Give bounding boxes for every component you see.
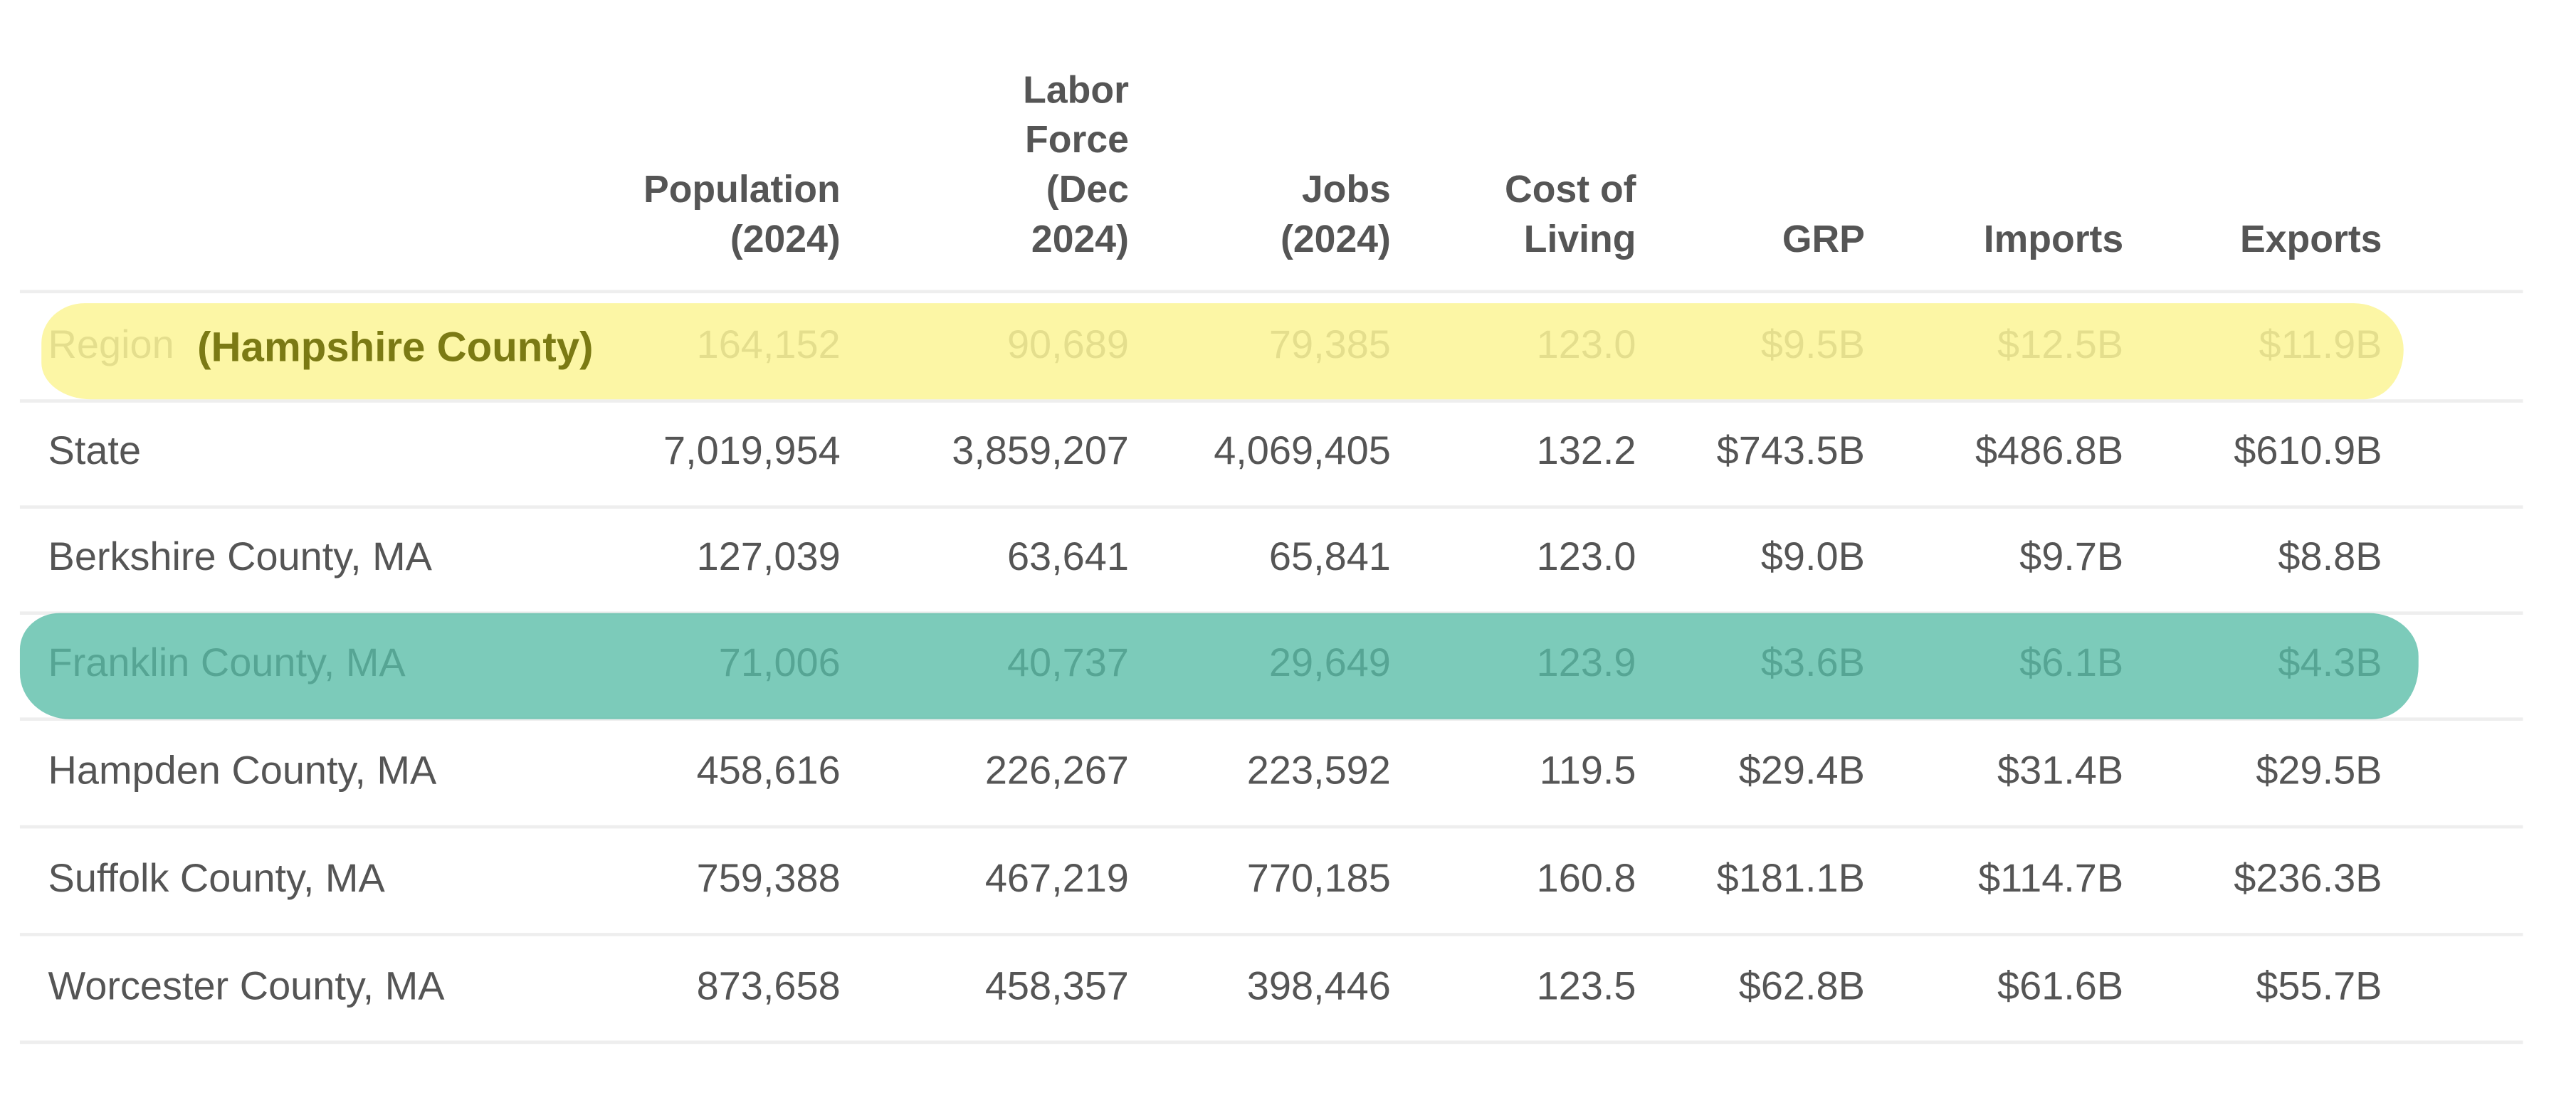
header-population[interactable]: Population (2024)	[643, 167, 841, 260]
cell-population: 164,152	[696, 323, 841, 368]
cell-jobs: 65,841	[1268, 535, 1391, 581]
cell-exports: $29.5B	[2256, 749, 2382, 794]
table-header-row: Population (2024) Labor Force (Dec 2024)…	[19, 33, 2523, 294]
cell-labor-force: 467,219	[984, 856, 1129, 902]
cell-cost-of-living: 123.0	[1536, 323, 1636, 368]
row-label: Franklin County, MA	[48, 641, 406, 687]
cell-population: 71,006	[718, 641, 841, 687]
cell-grp: $62.8B	[1738, 964, 1865, 1010]
cell-exports: $55.7B	[2256, 964, 2382, 1010]
row-label: Region	[48, 323, 174, 368]
cell-jobs: 398,446	[1246, 964, 1391, 1010]
cell-exports: $236.3B	[2234, 856, 2382, 902]
header-cost-of-living[interactable]: Cost of Living	[1505, 167, 1636, 260]
cell-population: 7,019,954	[663, 429, 841, 475]
cell-imports: $6.1B	[2019, 641, 2124, 687]
cell-population: 873,658	[696, 964, 841, 1010]
cell-grp: $3.6B	[1760, 641, 1865, 687]
cell-labor-force: 226,267	[984, 749, 1129, 794]
cell-imports: $31.4B	[1997, 749, 2124, 794]
cell-jobs: 29,649	[1268, 641, 1391, 687]
cell-cost-of-living: 123.5	[1536, 964, 1636, 1010]
cell-jobs: 223,592	[1246, 749, 1391, 794]
cell-exports: $4.3B	[2278, 641, 2382, 687]
cell-population: 458,616	[696, 749, 841, 794]
cell-jobs: 79,385	[1268, 323, 1391, 368]
row-label: Hampden County, MA	[48, 749, 437, 794]
cell-exports: $11.9B	[2259, 323, 2382, 368]
cell-jobs: 770,185	[1246, 856, 1391, 902]
cell-cost-of-living: 132.2	[1536, 429, 1636, 475]
cell-cost-of-living: 123.9	[1536, 641, 1636, 687]
header-jobs[interactable]: Jobs (2024)	[1281, 167, 1391, 260]
cell-imports: $114.7B	[1978, 856, 2124, 902]
header-grp[interactable]: GRP	[1782, 217, 1865, 260]
cell-grp: $181.1B	[1716, 856, 1865, 902]
header-imports[interactable]: Imports	[1983, 217, 2124, 260]
row-label: Suffolk County, MA	[48, 856, 385, 902]
cell-labor-force: 40,737	[1006, 641, 1129, 687]
table-row: Franklin County, MA 71,006 40,737 29,649…	[19, 611, 2523, 721]
cell-labor-force: 90,689	[1006, 323, 1129, 368]
cell-exports: $610.9B	[2234, 429, 2382, 475]
cell-grp: $743.5B	[1716, 429, 1865, 475]
row-label: Worcester County, MA	[48, 964, 445, 1010]
header-labor-force[interactable]: Labor Force (Dec 2024)	[1023, 68, 1129, 260]
cell-exports: $8.8B	[2278, 535, 2382, 581]
cell-imports: $12.5B	[1997, 323, 2124, 368]
cell-labor-force: 458,357	[984, 964, 1129, 1010]
region-annotation: (Hampshire County)	[197, 324, 594, 371]
cell-labor-force: 3,859,207	[952, 429, 1129, 475]
header-exports[interactable]: Exports	[2240, 217, 2382, 260]
cell-imports: $486.8B	[1975, 429, 2124, 475]
table-row: Worcester County, MA 873,658 458,357 398…	[19, 934, 2523, 1045]
row-label: State	[48, 429, 142, 475]
cell-population: 759,388	[696, 856, 841, 902]
cell-population: 127,039	[696, 535, 841, 581]
cell-cost-of-living: 123.0	[1536, 535, 1636, 581]
table-row: State 7,019,954 3,859,207 4,069,405 132.…	[19, 399, 2523, 509]
table-row: Hampden County, MA 458,616 226,267 223,5…	[19, 719, 2523, 829]
cell-grp: $9.0B	[1760, 535, 1865, 581]
cell-cost-of-living: 119.5	[1539, 749, 1636, 794]
table-row: Berkshire County, MA 127,039 63,641 65,8…	[19, 505, 2523, 615]
row-label: Berkshire County, MA	[48, 535, 432, 581]
table-row: Suffolk County, MA 759,388 467,219 770,1…	[19, 827, 2523, 936]
cell-labor-force: 63,641	[1006, 535, 1129, 581]
cell-jobs: 4,069,405	[1214, 429, 1391, 475]
cell-imports: $61.6B	[1997, 964, 2124, 1010]
cell-imports: $9.7B	[2019, 535, 2124, 581]
cell-grp: $29.4B	[1738, 749, 1865, 794]
cell-grp: $9.5B	[1760, 323, 1865, 368]
cell-cost-of-living: 160.8	[1536, 856, 1636, 902]
